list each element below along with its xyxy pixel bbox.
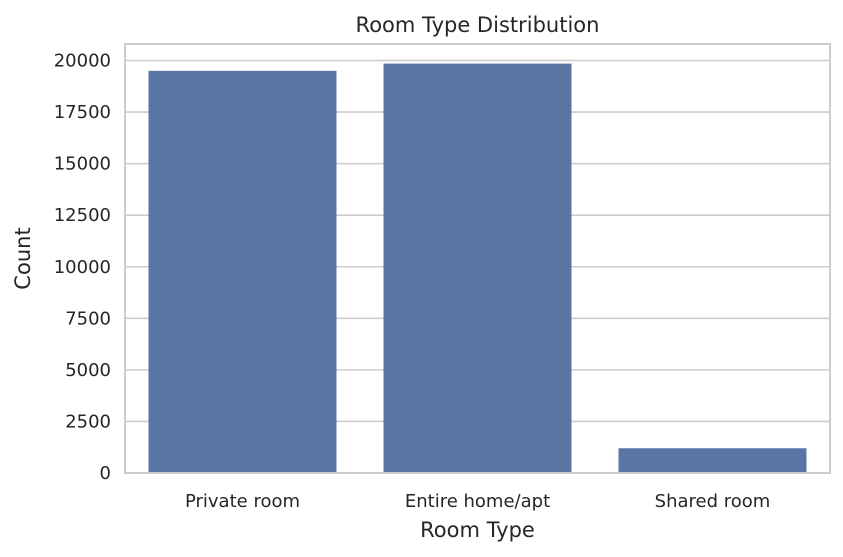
y-tick-labels: 0 2500 5000 7500 10000 12500 15000 17500 20000 (54, 51, 111, 485)
y-tick-label: 5000 (65, 360, 111, 381)
x-tick-label: Entire home/apt (405, 491, 550, 512)
x-axis-label: Room Type (420, 518, 535, 542)
y-tick-label: 15000 (54, 154, 111, 175)
y-tick-label: 7500 (65, 308, 111, 329)
y-tick-label: 12500 (54, 205, 111, 226)
y-tick-label: 2500 (65, 411, 111, 432)
y-axis-label: Count (11, 227, 35, 289)
bar-private-room (148, 70, 337, 473)
bar-shared-room (618, 448, 807, 473)
x-tick-label: Private room (185, 491, 300, 512)
y-tick-label: 17500 (54, 102, 111, 123)
chart-title: Room Type Distribution (356, 13, 600, 37)
plot-frame (124, 43, 831, 474)
y-tick-label: 0 (100, 463, 111, 484)
y-tick-label: 10000 (54, 257, 111, 278)
x-tick-label: Shared room (655, 491, 771, 512)
y-tick-label: 20000 (54, 51, 111, 72)
x-tick-labels: Private room Entire home/apt Shared room (185, 491, 770, 512)
bar-layer (148, 63, 807, 473)
bar-entire-home-apt (383, 63, 572, 473)
